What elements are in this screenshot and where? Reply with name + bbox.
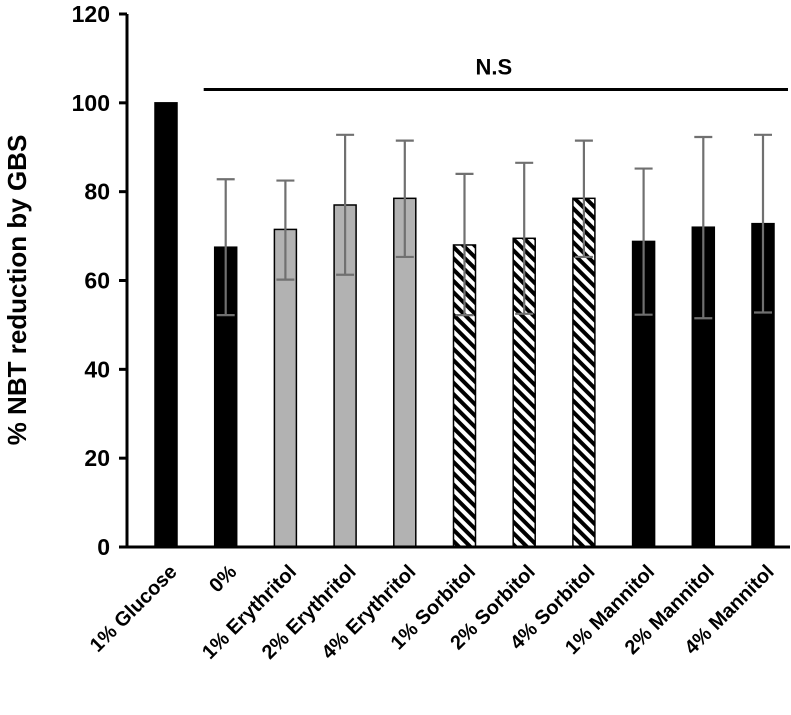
- y-axis-title: % NBT reduction by GBS: [2, 135, 32, 446]
- annotations-group: N.S: [203, 55, 788, 92]
- y-ticks-group: 0 20 40 60 80 100 120: [72, 1, 127, 560]
- y-tick-label-5: 100: [72, 90, 110, 116]
- y-tick-label-6: 120: [72, 1, 110, 27]
- bar-0: [154, 102, 178, 548]
- error-bar-9: [694, 135, 713, 320]
- y-tick-label-1: 20: [84, 445, 110, 471]
- bars-group: [154, 102, 775, 548]
- error-bars-group: [216, 133, 772, 320]
- x-tick-label-0: 1% Glucose: [86, 561, 182, 657]
- error-bar-10: [754, 133, 772, 314]
- error-bar-7: [574, 139, 593, 259]
- x-tick-label-1: 0%: [205, 561, 241, 597]
- error-bar-3: [336, 133, 355, 276]
- error-bar-8: [634, 167, 653, 316]
- error-bar-1: [216, 178, 235, 317]
- y-tick-label-2: 40: [84, 356, 110, 382]
- y-tick-label-3: 60: [84, 268, 110, 294]
- error-bar-4: [395, 139, 414, 259]
- error-bar-6: [515, 161, 534, 315]
- error-bar-2: [276, 179, 295, 281]
- y-tick-label-4: 80: [84, 179, 110, 205]
- y-tick-label-0: 0: [97, 534, 110, 560]
- significance-label: N.S: [476, 55, 513, 80]
- error-bar-5: [455, 172, 474, 317]
